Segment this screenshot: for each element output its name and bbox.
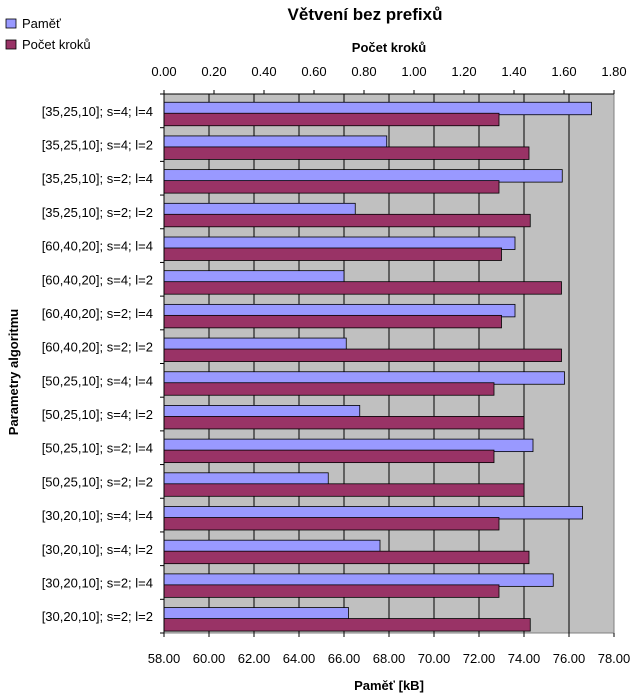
category-label: [30,20,10]; s=2; l=2	[42, 609, 153, 624]
category-label: [60,40,20]; s=4; l=2	[42, 272, 153, 287]
legend-label-steps: Počet kroků	[22, 37, 91, 52]
category-label: [35,25,10]; s=2; l=4	[42, 171, 153, 186]
top-tick-label: 1.40	[501, 64, 526, 79]
bar-steps	[163, 550, 530, 565]
bar-steps	[163, 213, 531, 228]
bar-steps	[163, 281, 562, 295]
bars	[163, 101, 592, 632]
category-label: [60,40,20]; s=2; l=4	[42, 306, 153, 321]
bar-steps	[163, 314, 502, 329]
bar-steps	[163, 247, 502, 261]
bar-steps	[163, 584, 500, 598]
top-tick-label: 1.80	[601, 64, 626, 79]
bottom-tick-label: 62.00	[238, 651, 271, 666]
top-tick-label: 0.40	[251, 64, 276, 79]
category-label: [35,25,10]; s=2; l=2	[42, 205, 153, 220]
y-axis-title: Parametry algoritmu	[6, 309, 21, 435]
category-label: [60,40,20]; s=4; l=4	[42, 239, 153, 254]
bar-steps	[163, 348, 562, 362]
bar-steps	[163, 382, 495, 396]
bottom-tick-label: 70.00	[418, 651, 451, 666]
bottom-tick-label: 74.00	[508, 651, 541, 666]
bottom-tick-label: 78.00	[598, 651, 631, 666]
top-axis-title: Počet kroků	[352, 40, 426, 55]
category-label: [30,20,10]; s=4; l=4	[42, 508, 153, 523]
top-tick-label: 1.00	[401, 64, 426, 79]
category-label: [30,20,10]; s=2; l=4	[42, 575, 153, 590]
category-label: [50,25,10]; s=4; l=2	[42, 407, 153, 422]
bottom-tick-label: 72.00	[463, 651, 496, 666]
bottom-tick-label: 58.00	[148, 651, 181, 666]
top-tick-label: 1.20	[451, 64, 476, 79]
bar-steps	[163, 112, 500, 127]
category-label: [35,25,10]; s=4; l=4	[42, 104, 153, 119]
bar-steps	[163, 416, 525, 430]
legend-label-memory: Paměť	[22, 16, 61, 31]
legend: Paměť Počet kroků	[5, 16, 91, 52]
top-tick-label: 1.60	[551, 64, 576, 79]
bottom-tick-label: 66.00	[328, 651, 361, 666]
category-label: [50,25,10]; s=2; l=2	[42, 474, 153, 489]
top-axis-ticks: 0.00 0.20 0.40 0.60 0.80 1.00 1.20 1.40 1.60 1.80	[151, 64, 627, 95]
top-tick-label: 0.20	[201, 64, 226, 79]
top-tick-label: 0.00	[151, 64, 176, 79]
bottom-axis-title: Paměť [kB]	[354, 678, 424, 693]
category-label: [50,25,10]; s=4; l=4	[42, 373, 153, 388]
category-label: [50,25,10]; s=2; l=4	[42, 441, 153, 456]
bar-steps	[163, 180, 500, 194]
bar-steps	[163, 449, 495, 464]
category-label: [35,25,10]; s=4; l=2	[42, 138, 153, 153]
bottom-axis-ticks: 58.00 60.00 62.00 64.00 66.00 68.00 70.00 72.00…	[148, 633, 631, 666]
bar-steps	[163, 517, 500, 531]
bar-steps	[163, 618, 531, 632]
bottom-tick-label: 76.00	[553, 651, 586, 666]
bottom-tick-label: 60.00	[193, 651, 226, 666]
bottom-tick-label: 64.00	[283, 651, 316, 666]
bottom-tick-label: 68.00	[373, 651, 406, 666]
category-label: [30,20,10]; s=4; l=2	[42, 542, 153, 557]
category-labels: [35,25,10]; s=4; l=4 [35,25,10]; s=4; l=2…	[42, 93, 165, 634]
top-tick-label: 0.60	[301, 64, 326, 79]
legend-swatch-steps	[5, 39, 17, 50]
legend-swatch-memory	[5, 18, 17, 29]
top-tick-label: 0.80	[351, 64, 376, 79]
category-label: [60,40,20]; s=2; l=2	[42, 340, 153, 355]
bar-steps	[163, 146, 530, 160]
chart-title: Větvení bez prefixů	[288, 5, 443, 24]
bar-steps	[163, 483, 525, 497]
